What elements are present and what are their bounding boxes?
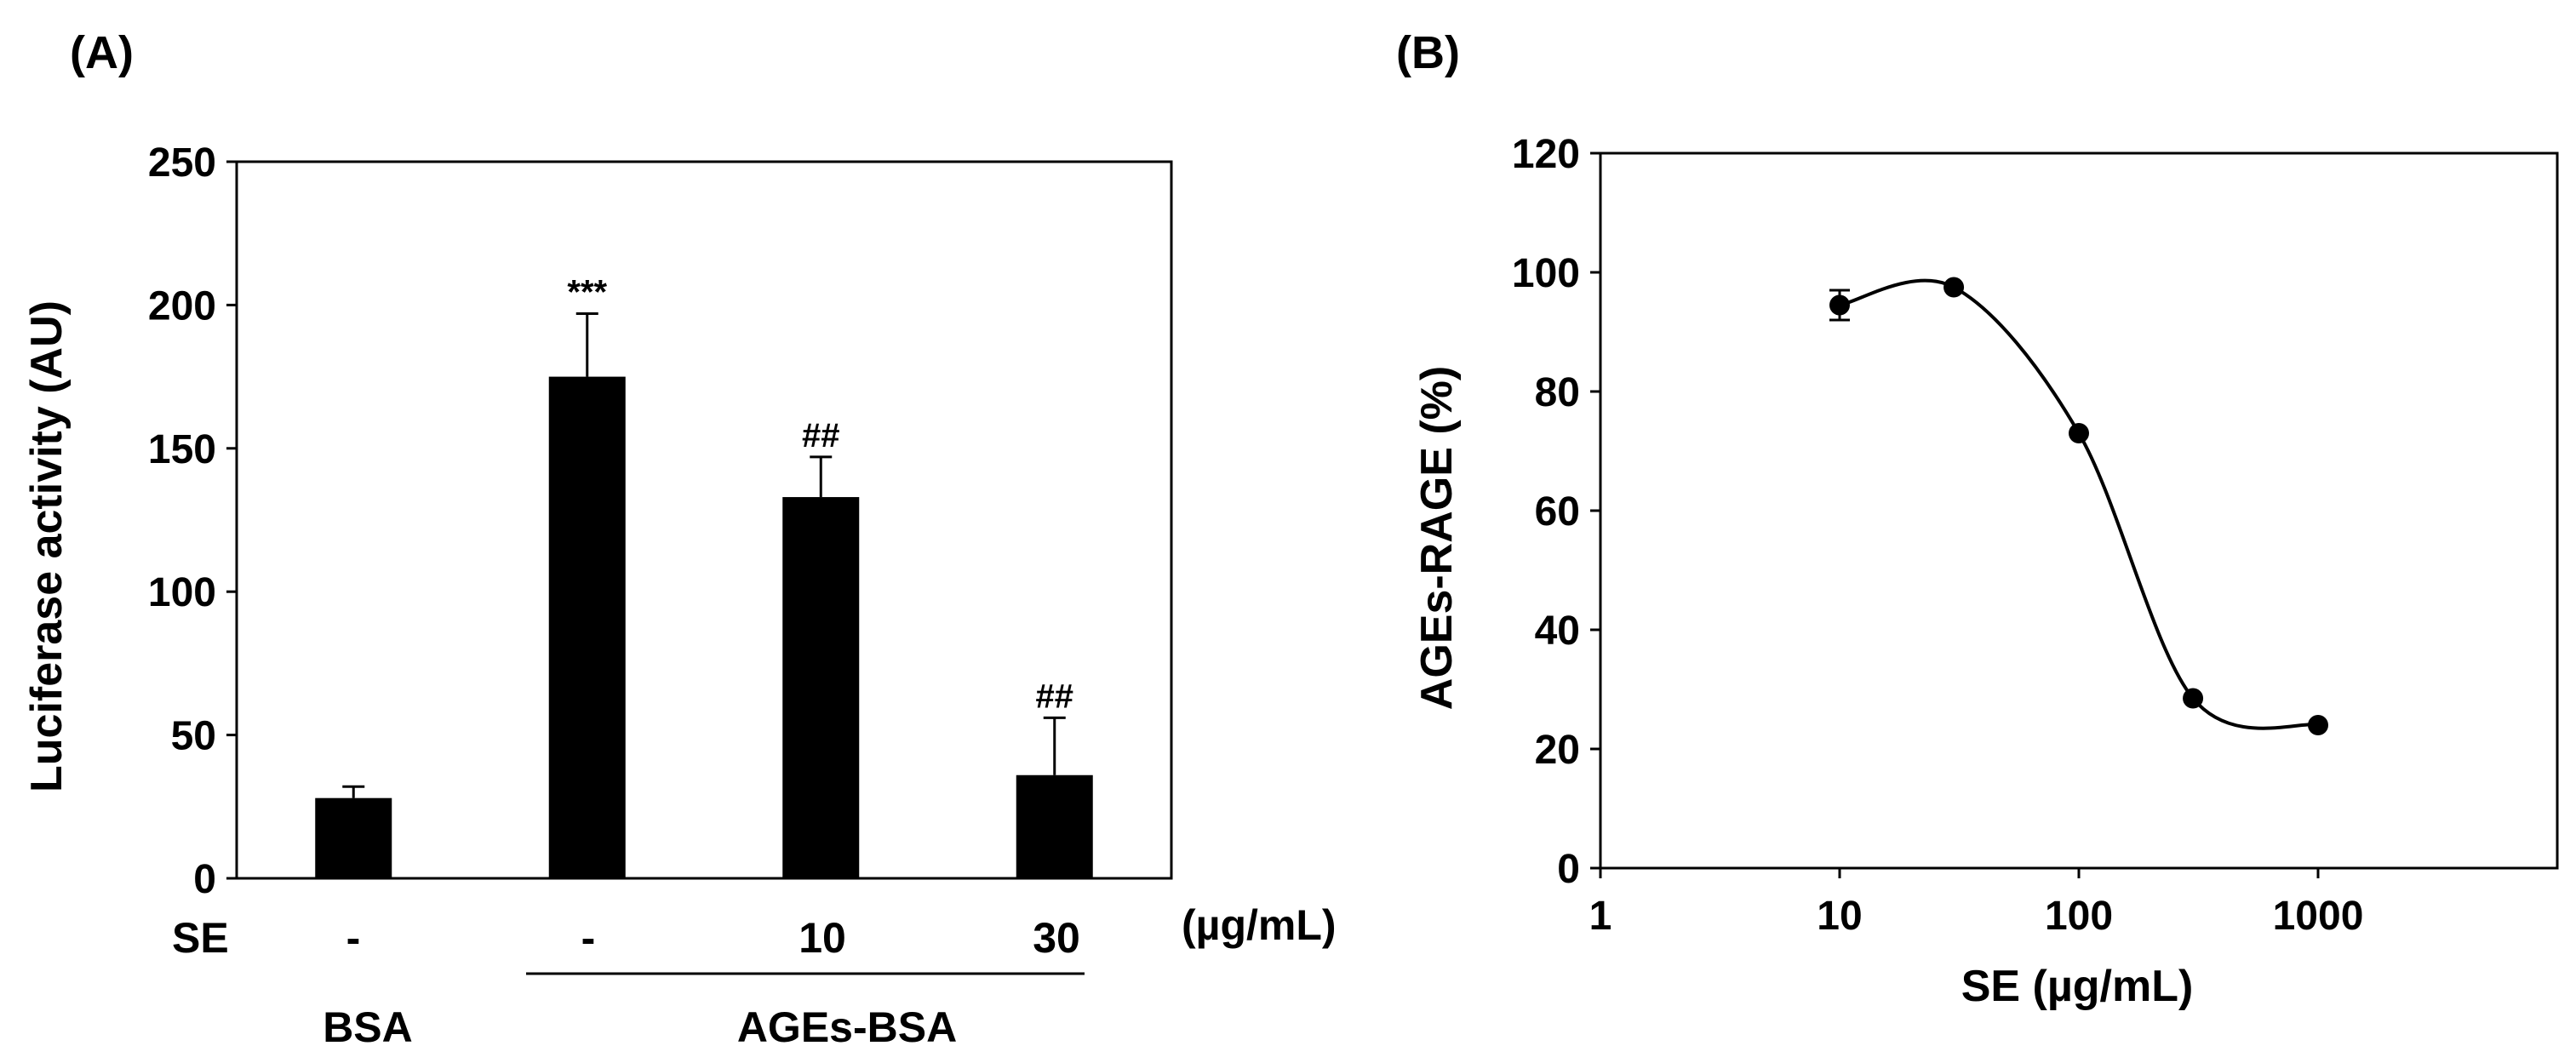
y-tick-label: 80: [1535, 370, 1580, 415]
y-tick-label: 60: [1535, 489, 1580, 534]
panel-a: (A) Luciferase activity (AU) *** ## ## 0 50…: [22, 27, 1337, 1051]
se-value-30: 30: [1033, 914, 1080, 962]
panel-a-label: (A): [70, 27, 134, 78]
fit-curve: [1839, 278, 2319, 730]
y-tick-label: 200: [148, 283, 216, 329]
y-tick-label: 100: [1512, 251, 1580, 296]
x-tick-label: 10: [1817, 894, 1862, 939]
panel-b-y-axis-title: AGEs-RAGE (%): [1412, 366, 1462, 710]
x-tick-label: 1000: [2273, 894, 2364, 939]
y-tick-label: 100: [148, 570, 216, 615]
y-tick-label: 250: [148, 140, 216, 186]
se-value-bsa: -: [346, 914, 361, 962]
data-point: [2183, 688, 2204, 709]
panel-a-y-axis-title: Luciferase activity (AU): [22, 300, 72, 792]
bar: [782, 497, 860, 878]
panel-b-x-axis-title: SE (µg/mL): [1961, 962, 2194, 1011]
panel-a-plot-frame: [235, 160, 1173, 880]
significance-label: ##: [1036, 677, 1074, 715]
y-tick-label: 120: [1512, 132, 1580, 177]
y-tick-label: 150: [148, 427, 216, 472]
se-value-10: 10: [799, 914, 846, 962]
se-row-label: SE: [172, 914, 229, 962]
x-tick-label: 1: [1589, 894, 1612, 939]
se-unit-label: (µg/mL): [1182, 901, 1337, 949]
panel-b: (B) AGEs-RAGE (%) SE (µg/mL) 0 20 40 60 80 10…: [1396, 27, 2559, 1011]
y-tick-label: 40: [1535, 609, 1580, 654]
data-point: [1943, 277, 1965, 298]
data-point: [1829, 294, 1850, 316]
data-point: [2069, 423, 2089, 443]
significance-label: ***: [567, 274, 607, 311]
x-tick-label: 100: [2045, 894, 2113, 939]
group-label-bsa: BSA: [323, 1003, 413, 1051]
bar: [1016, 774, 1093, 878]
bar: [315, 797, 392, 878]
y-tick-label: 0: [1557, 847, 1580, 892]
data-point: [2308, 715, 2328, 735]
y-tick-label: 0: [193, 857, 216, 902]
group-label-ages-bsa: AGEs-BSA: [737, 1003, 957, 1051]
bar: [548, 376, 626, 879]
panel-b-label: (B): [1396, 27, 1460, 78]
panel-a-marks: *** ## ##: [315, 274, 1093, 879]
panel-b-plot-frame: [1599, 151, 2559, 870]
significance-label: ##: [802, 417, 840, 454]
panel-b-marks: [1829, 277, 2328, 735]
se-value-ages-control: -: [581, 914, 596, 962]
panel-a-y-ticks: 0 50 100 150 200 250: [148, 140, 237, 902]
y-tick-label: 20: [1535, 728, 1580, 773]
y-tick-label: 50: [171, 714, 216, 759]
